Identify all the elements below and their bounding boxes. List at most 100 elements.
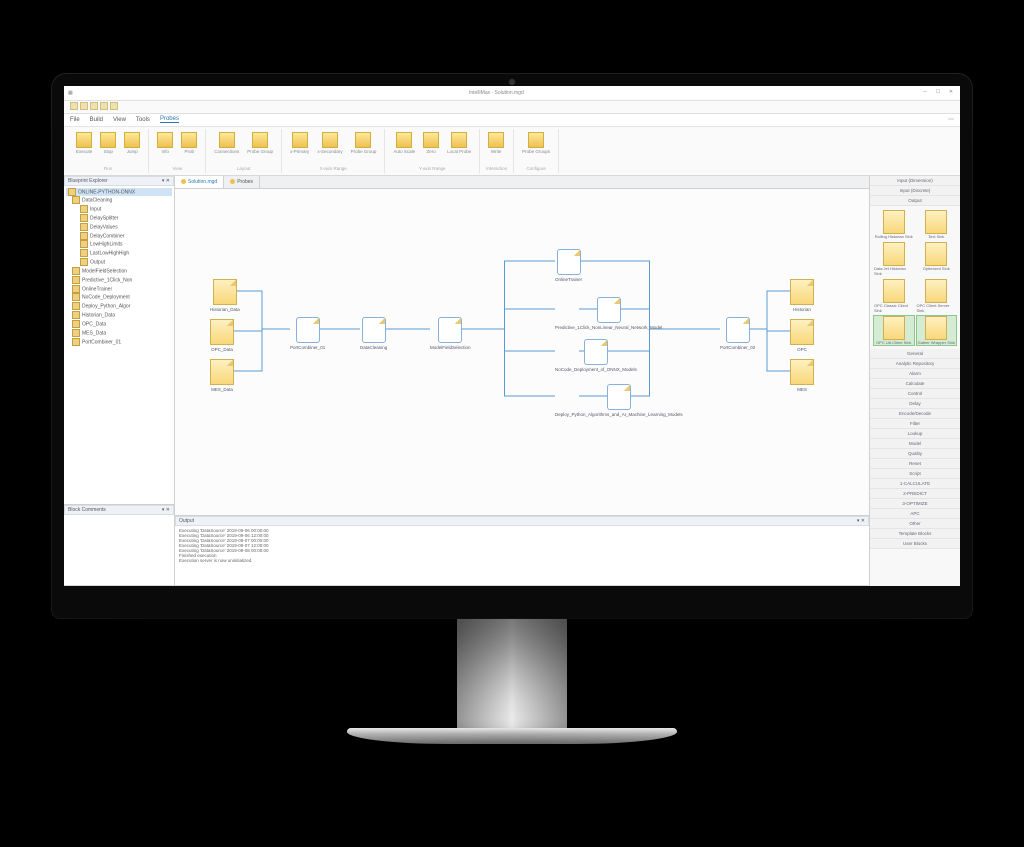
- ribbon-stop[interactable]: Stop: [98, 131, 118, 155]
- palette-item[interactable]: Rolling Historian Sink: [874, 210, 914, 239]
- category-item[interactable]: Script: [870, 469, 960, 479]
- tree-item[interactable]: Input: [66, 205, 172, 214]
- tree-item[interactable]: DelayCombiner: [66, 232, 172, 241]
- tree-item[interactable]: Historian_Data: [66, 311, 172, 320]
- ribbon-local probe[interactable]: Local Probe: [445, 131, 473, 155]
- category-item[interactable]: Lookup: [870, 429, 960, 439]
- accordion-item[interactable]: Input (Dimension): [870, 176, 960, 186]
- ribbon-auto scale[interactable]: Auto Scale: [391, 131, 417, 155]
- category-item[interactable]: Model: [870, 439, 960, 449]
- palette-item[interactable]: Data Jet Historian Sink: [874, 242, 914, 276]
- panel-pin-icon[interactable]: ▾ ✕: [857, 518, 865, 524]
- node-opc2[interactable]: OPC: [790, 319, 814, 352]
- tree-item[interactable]: LastLowHighHigh: [66, 249, 172, 258]
- menu-tools[interactable]: Tools: [136, 117, 150, 123]
- ribbon-connections[interactable]: Connections: [212, 131, 241, 155]
- category-item[interactable]: Control: [870, 389, 960, 399]
- diagram-canvas[interactable]: Historian_Data OPC_Data MES_Data PortCombin…: [175, 189, 869, 515]
- ribbon-probe groups[interactable]: Probe Groups: [520, 131, 552, 155]
- accordion-item[interactable]: Input (Discrete): [870, 186, 960, 196]
- qat-icon[interactable]: [100, 102, 108, 110]
- category-item[interactable]: Delay: [870, 399, 960, 409]
- menu-file[interactable]: File: [70, 117, 80, 123]
- category-item[interactable]: Calculate: [870, 379, 960, 389]
- menu-probes[interactable]: Probes: [160, 116, 179, 123]
- tree-item[interactable]: Output: [66, 258, 172, 267]
- doc-tab[interactable]: Probes: [224, 176, 260, 188]
- palette-item[interactable]: Text Sink: [917, 210, 957, 239]
- tree-root[interactable]: ONLINE-PYTHON-ONNX: [66, 188, 172, 197]
- maximize-button[interactable]: ☐: [933, 89, 943, 97]
- palette-item[interactable]: OPC Client Server Sink: [917, 279, 957, 313]
- tree-item[interactable]: DelaySplitter: [66, 214, 172, 223]
- tree-item[interactable]: MES_Data: [66, 329, 172, 338]
- tree-item[interactable]: DataCleaning: [66, 196, 172, 205]
- output-log[interactable]: Executing 'DataSource' 2019-09-06 00:00:…: [175, 526, 869, 585]
- ribbon-x-secondary[interactable]: x-Secondary: [315, 131, 344, 155]
- panel-pin-icon[interactable]: ▾ ✕: [162, 178, 170, 184]
- node-hist2[interactable]: Historian: [790, 279, 814, 312]
- tree-item[interactable]: ModelFieldSelection: [66, 267, 172, 276]
- category-item[interactable]: Template Blocks: [870, 529, 960, 539]
- tree-item[interactable]: Deploy_Python_Algor: [66, 302, 172, 311]
- category-item[interactable]: Filter: [870, 419, 960, 429]
- ribbon-probe group[interactable]: Probe Group: [349, 131, 379, 155]
- palette-item[interactable]: Optimized Sink: [917, 242, 957, 276]
- category-item[interactable]: APC: [870, 509, 960, 519]
- help-icon[interactable]: ⋯: [948, 116, 954, 123]
- ribbon-zero[interactable]: Zero: [421, 131, 441, 155]
- tree-item[interactable]: OnlineTrainer: [66, 285, 172, 294]
- node-mes2[interactable]: MES: [790, 359, 814, 392]
- tree-item[interactable]: DelayValues: [66, 223, 172, 232]
- ribbon-jump[interactable]: Jump: [122, 131, 142, 155]
- palette-item[interactable]: OPC UA Client Sink: [874, 316, 914, 345]
- tree-item[interactable]: LowHighLimits: [66, 240, 172, 249]
- tree-item[interactable]: Predictive_1Click_Non: [66, 276, 172, 285]
- accordion-item[interactable]: Output: [870, 196, 960, 206]
- minimize-button[interactable]: ─: [920, 89, 930, 97]
- ribbon-x-primary[interactable]: x-Primary: [288, 131, 311, 155]
- blueprint-tree[interactable]: ONLINE-PYTHON-ONNXDataCleaningInputDelay…: [64, 186, 174, 504]
- tree-item[interactable]: NoCode_Deployment: [66, 293, 172, 302]
- palette-item[interactable]: OPC Classic Client Sink: [874, 279, 914, 313]
- qat-icon[interactable]: [80, 102, 88, 110]
- node-pc2[interactable]: PortCombiner_02: [720, 317, 755, 350]
- category-item[interactable]: 2-PREDICT: [870, 489, 960, 499]
- category-item[interactable]: Alarm: [870, 369, 960, 379]
- ribbon-info[interactable]: Info: [155, 131, 175, 155]
- node-mes[interactable]: MES_Data: [210, 359, 234, 392]
- node-trainer[interactable]: OnlineTrainer: [555, 249, 582, 282]
- category-item[interactable]: 1-CALCULATE: [870, 479, 960, 489]
- category-item[interactable]: General: [870, 349, 960, 359]
- palette-item[interactable]: Gather Wrapper Sink: [917, 316, 957, 345]
- qat-icon[interactable]: [70, 102, 78, 110]
- node-clean[interactable]: DataCleaning: [360, 317, 387, 350]
- doc-tab[interactable]: Solution.mgd: [175, 176, 224, 188]
- category-item[interactable]: Other: [870, 519, 960, 529]
- category-item[interactable]: 3-OPTIMIZE: [870, 499, 960, 509]
- ribbon-write[interactable]: Write: [486, 131, 506, 155]
- node-onnx[interactable]: NoCode_Deployment_of_ONNX_Models: [555, 339, 637, 372]
- ribbon-prob[interactable]: Prob: [179, 131, 199, 155]
- node-pc1[interactable]: PortCombiner_01: [290, 317, 325, 350]
- node-pred[interactable]: Predictive_1Click_NonLinear_Neural_Netwo…: [555, 297, 662, 330]
- node-opc[interactable]: OPC_Data: [210, 319, 234, 352]
- qat-icon[interactable]: [110, 102, 118, 110]
- panel-pin-icon[interactable]: ▾ ✕: [162, 507, 170, 513]
- qat-icon[interactable]: [90, 102, 98, 110]
- menu-view[interactable]: View: [113, 117, 126, 123]
- ribbon-probe group[interactable]: Probe Group: [245, 131, 275, 155]
- category-item[interactable]: Analytic Repository: [870, 359, 960, 369]
- category-item[interactable]: User Blocks: [870, 539, 960, 549]
- category-item[interactable]: Encode/Decode: [870, 409, 960, 419]
- comments-area[interactable]: [64, 515, 174, 585]
- ribbon-execute[interactable]: Execute: [74, 131, 94, 155]
- node-pyai[interactable]: Deploy_Python_Algorithms_and_AI_Machine_…: [555, 384, 683, 417]
- node-mfs[interactable]: ModelFieldSelection: [430, 317, 471, 350]
- tree-item[interactable]: PortCombiner_01: [66, 338, 172, 347]
- close-button[interactable]: ✕: [946, 89, 956, 97]
- category-item[interactable]: Quality: [870, 449, 960, 459]
- node-historian[interactable]: Historian_Data: [210, 279, 240, 312]
- tree-item[interactable]: OPC_Data: [66, 320, 172, 329]
- category-item[interactable]: Reset: [870, 459, 960, 469]
